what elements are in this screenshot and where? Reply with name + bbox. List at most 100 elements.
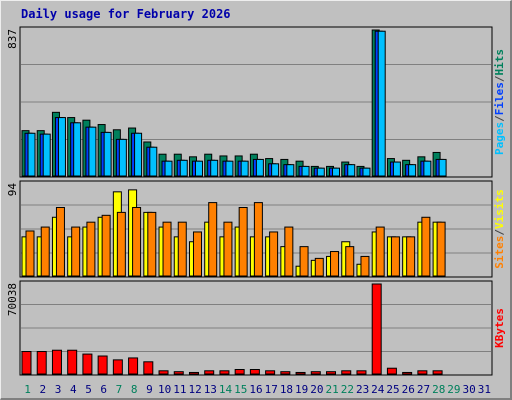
bar-visits_sites-sites-24 — [375, 226, 385, 277]
bar-kbytes-kbytes-6 — [97, 355, 108, 375]
bar-visits_sites-sites-5 — [86, 221, 96, 277]
bar-pages_files_hits-pages-22 — [347, 164, 356, 177]
bar-kbytes-kbytes-28 — [432, 370, 443, 375]
bar-visits_sites-sites-4 — [71, 226, 81, 277]
bar-kbytes-kbytes-5 — [82, 353, 93, 375]
bar-kbytes-kbytes-2 — [36, 351, 47, 375]
bar-visits_sites-sites-11 — [177, 221, 187, 277]
bar-kbytes-kbytes-27 — [417, 370, 428, 375]
bar-visits_sites-sites-16 — [253, 202, 263, 277]
x-tick-label-25: 25 — [386, 383, 399, 396]
x-tick-label-27: 27 — [417, 383, 430, 396]
bar-kbytes-kbytes-13 — [204, 370, 215, 375]
x-tick-label-17: 17 — [265, 383, 278, 396]
bar-visits_sites-sites-2 — [40, 226, 50, 277]
bar-kbytes-kbytes-8 — [128, 357, 139, 375]
x-tick-label-19: 19 — [295, 383, 308, 396]
bar-visits_sites-sites-10 — [162, 221, 172, 277]
bar-pages_files_hits-pages-19 — [301, 165, 310, 177]
x-tick-label-15: 15 — [234, 383, 247, 396]
bar-visits_sites-sites-1 — [25, 230, 35, 277]
bar-pages_files_hits-pages-18 — [286, 164, 295, 177]
bar-visits_sites-sites-18 — [284, 226, 294, 277]
legend-part-visits_sites-0: Sites — [493, 236, 506, 269]
bar-pages_files_hits-pages-8 — [134, 132, 143, 177]
bar-pages_files_hits-pages-17 — [271, 163, 280, 177]
bar-pages_files_hits-pages-9 — [149, 146, 158, 177]
x-tick-label-29: 29 — [447, 383, 460, 396]
x-tick-label-4: 4 — [70, 383, 77, 396]
bar-kbytes-kbytes-1 — [21, 351, 32, 375]
x-tick-label-8: 8 — [131, 383, 138, 396]
bar-visits_sites-sites-28 — [436, 221, 446, 277]
legend-part-pages_files_hits-2: Files — [493, 82, 506, 115]
legend-kbytes: KBytes — [493, 308, 506, 348]
bar-pages_files_hits-pages-7 — [118, 138, 127, 177]
bar-pages_files_hits-pages-27 — [423, 160, 432, 177]
x-tick-label-30: 30 — [463, 383, 476, 396]
bar-visits_sites-sites-13 — [208, 202, 218, 277]
bar-kbytes-kbytes-23 — [356, 370, 367, 375]
bar-pages_files_hits-pages-2 — [42, 133, 51, 177]
bar-kbytes-kbytes-10 — [158, 370, 169, 375]
bar-pages_files_hits-pages-12 — [194, 160, 203, 177]
x-tick-label-31: 31 — [478, 383, 491, 396]
bar-pages_files_hits-pages-21 — [332, 167, 341, 177]
bar-visits_sites-sites-21 — [330, 251, 340, 277]
bar-kbytes-kbytes-19 — [295, 371, 306, 375]
bar-visits_sites-sites-17 — [269, 231, 279, 277]
bar-pages_files_hits-pages-5 — [88, 126, 97, 177]
bar-visits_sites-sites-3 — [55, 206, 65, 277]
bar-pages_files_hits-pages-13 — [210, 159, 219, 177]
bar-visits_sites-sites-9 — [147, 211, 157, 277]
x-tick-label-16: 16 — [249, 383, 262, 396]
bar-kbytes-kbytes-21 — [326, 371, 337, 375]
bar-pages_files_hits-pages-26 — [408, 164, 417, 177]
bar-visits_sites-sites-23 — [360, 255, 370, 277]
x-tick-label-14: 14 — [219, 383, 233, 396]
x-tick-label-2: 2 — [40, 383, 47, 396]
x-tick-label-7: 7 — [116, 383, 123, 396]
x-tick-label-18: 18 — [280, 383, 293, 396]
ymax-label-pages_files_hits: 837 — [6, 29, 19, 49]
legend-part-kbytes-0: KBytes — [493, 308, 506, 348]
x-tick-label-5: 5 — [85, 383, 92, 396]
bar-visits_sites-sites-22 — [345, 246, 355, 277]
x-tick-label-24: 24 — [371, 383, 385, 396]
legend-part-pages_files_hits-3: / — [493, 75, 506, 82]
bar-pages_files_hits-pages-1 — [27, 132, 36, 177]
x-tick-label-6: 6 — [100, 383, 107, 396]
bar-kbytes-kbytes-9 — [143, 361, 154, 375]
x-tick-label-9: 9 — [146, 383, 153, 396]
chart-title: Daily usage for February 2026 — [21, 7, 231, 21]
bar-kbytes-kbytes-15 — [234, 369, 245, 375]
bar-kbytes-kbytes-25 — [386, 367, 397, 375]
legend-part-pages_files_hits-0: Pages — [493, 122, 506, 155]
bar-pages_files_hits-pages-25 — [392, 161, 401, 177]
x-tick-label-13: 13 — [204, 383, 217, 396]
bar-pages_files_hits-pages-28 — [438, 158, 447, 177]
x-tick-label-21: 21 — [326, 383, 339, 396]
x-tick-label-1: 1 — [24, 383, 31, 396]
bar-visits_sites-sites-15 — [238, 206, 248, 277]
x-tick-label-11: 11 — [173, 383, 186, 396]
legend-part-visits_sites-1: / — [493, 229, 506, 236]
legend-pages_files_hits: Pages/Files/Hits — [493, 49, 506, 155]
bar-pages_files_hits-pages-14 — [225, 160, 234, 177]
x-tick-label-22: 22 — [341, 383, 354, 396]
bar-visits_sites-sites-19 — [299, 246, 309, 277]
bar-kbytes-kbytes-17 — [265, 370, 276, 375]
bar-visits_sites-sites-12 — [192, 231, 202, 277]
bar-visits_sites-sites-25 — [390, 236, 400, 277]
bar-kbytes-kbytes-12 — [188, 371, 199, 375]
bar-visits_sites-sites-27 — [421, 216, 431, 277]
bar-kbytes-kbytes-7 — [112, 359, 123, 375]
x-tick-label-23: 23 — [356, 383, 369, 396]
bar-pages_files_hits-pages-23 — [362, 167, 371, 177]
bar-pages_files_hits-pages-6 — [103, 131, 112, 177]
bar-kbytes-kbytes-18 — [280, 371, 291, 375]
bar-pages_files_hits-pages-10 — [164, 160, 173, 177]
bar-pages_files_hits-pages-24 — [377, 30, 386, 177]
